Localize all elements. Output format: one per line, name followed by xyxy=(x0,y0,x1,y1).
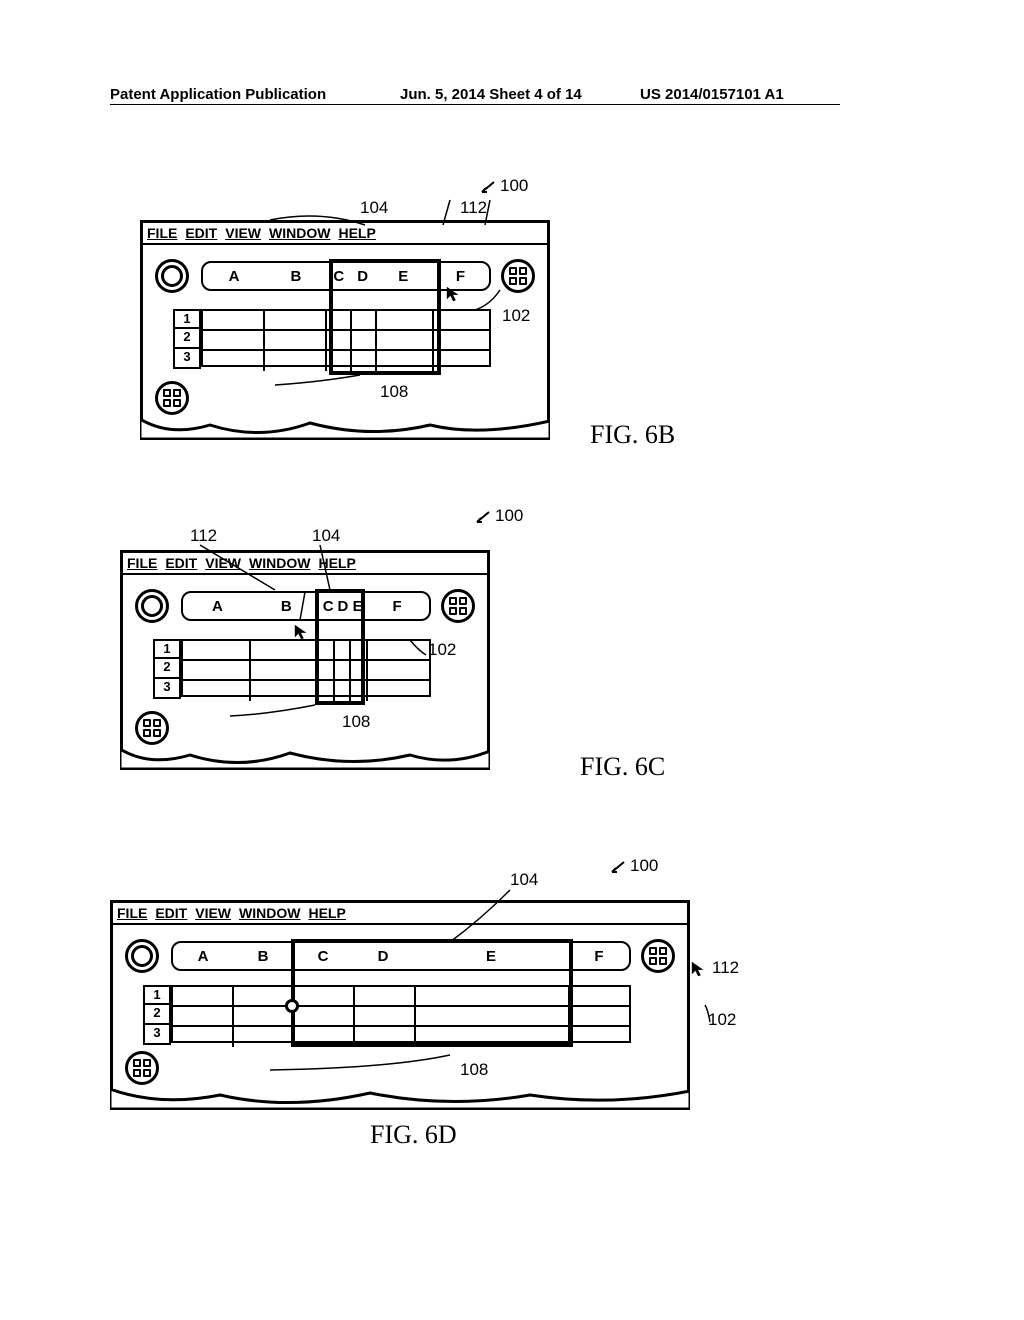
header-rule xyxy=(110,104,840,105)
figure-label-6d: FIG. 6D xyxy=(370,1120,457,1150)
ref-100: 100 xyxy=(630,856,658,876)
ref-100: 100 xyxy=(500,176,528,196)
ref-104: 104 xyxy=(360,198,388,218)
ref-102: 102 xyxy=(428,640,456,660)
header-sheet: Jun. 5, 2014 Sheet 4 of 14 xyxy=(400,86,582,103)
figure-label-6c: FIG. 6C xyxy=(580,752,665,782)
ref-104: 104 xyxy=(510,870,538,890)
ref-112: 112 xyxy=(460,198,487,218)
header-publication: Patent Application Publication xyxy=(110,86,326,103)
ref-108: 108 xyxy=(460,1060,488,1080)
ref-108: 108 xyxy=(380,382,408,402)
figure-label-6b: FIG. 6B xyxy=(590,420,675,450)
ref-102: 102 xyxy=(502,306,530,326)
ref-108: 108 xyxy=(342,712,370,732)
ref-102: 102 xyxy=(708,1010,736,1030)
ref-104: 104 xyxy=(312,526,340,546)
header-docnum: US 2014/0157101 A1 xyxy=(640,86,784,103)
ref-112: 112 xyxy=(712,958,739,978)
ref-100: 100 xyxy=(495,506,523,526)
ref-112: 112 xyxy=(190,526,217,546)
